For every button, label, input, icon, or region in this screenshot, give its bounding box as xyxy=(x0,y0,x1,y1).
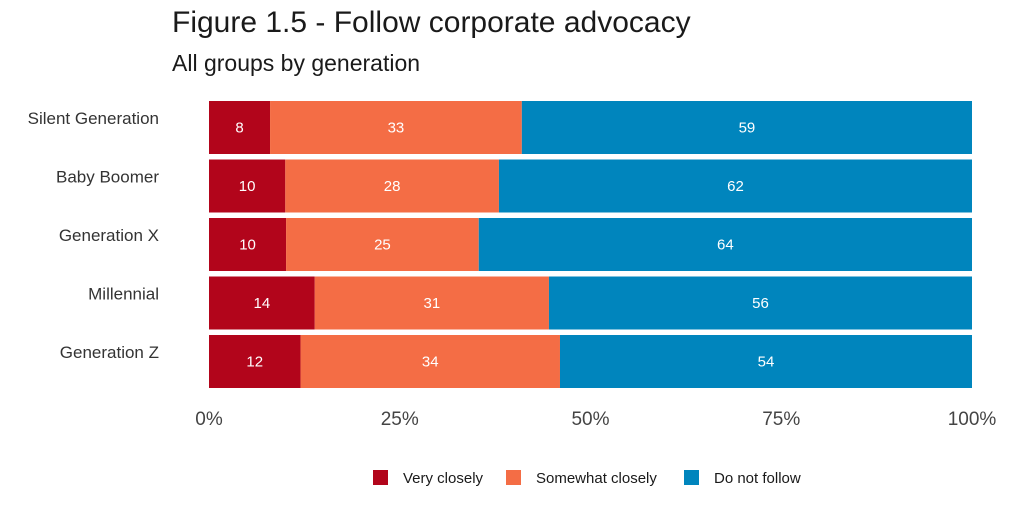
bar-segment xyxy=(314,276,549,330)
data-label: 34 xyxy=(422,354,439,371)
x-tick-label: 100% xyxy=(948,409,997,430)
x-tick-label: 0% xyxy=(195,409,223,430)
category-label: Baby Boomer xyxy=(56,168,159,187)
data-label: 33 xyxy=(388,120,405,137)
bar-segment xyxy=(498,159,972,213)
legend-swatch xyxy=(684,470,699,485)
data-label: 62 xyxy=(727,178,744,195)
data-label: 25 xyxy=(374,237,391,254)
data-label: 14 xyxy=(254,295,271,312)
category-label: Silent Generation xyxy=(28,109,159,128)
bar-segment xyxy=(521,101,972,154)
legend-label: Do not follow xyxy=(714,470,801,487)
bar-segment xyxy=(285,159,499,213)
data-label: 8 xyxy=(235,120,243,137)
chart-subtitle: All groups by generation xyxy=(172,50,421,76)
bar-segment xyxy=(300,335,560,388)
bar-segment xyxy=(548,276,972,330)
data-label: 28 xyxy=(384,178,401,195)
x-tick-label: 50% xyxy=(571,409,609,430)
bar-segment xyxy=(209,218,287,271)
data-label: 10 xyxy=(239,178,256,195)
bar-segment xyxy=(209,101,271,154)
bar-segment xyxy=(209,335,301,388)
category-label: Millennial xyxy=(88,285,159,304)
data-label: 56 xyxy=(752,295,769,312)
data-label: 59 xyxy=(739,120,756,137)
legend-swatch xyxy=(373,470,388,485)
data-label: 31 xyxy=(424,295,441,312)
data-label: 64 xyxy=(717,237,734,254)
bar-segment xyxy=(286,218,479,271)
legend-label: Somewhat closely xyxy=(536,470,657,487)
bar-segment xyxy=(209,276,315,330)
legend-swatch xyxy=(506,470,521,485)
data-label: 12 xyxy=(246,354,263,371)
bar-segment xyxy=(478,218,972,271)
bar-segment xyxy=(270,101,522,154)
data-label: 54 xyxy=(758,354,775,371)
chart-title: Figure 1.5 - Follow corporate advocacy xyxy=(172,6,691,39)
category-label: Generation X xyxy=(59,226,159,245)
data-label: 10 xyxy=(239,237,256,254)
x-tick-label: 25% xyxy=(381,409,419,430)
bar-segment xyxy=(209,159,286,213)
category-label: Generation Z xyxy=(60,343,159,362)
legend-label: Very closely xyxy=(403,470,484,487)
x-tick-label: 75% xyxy=(762,409,800,430)
bar-segment xyxy=(559,335,972,388)
